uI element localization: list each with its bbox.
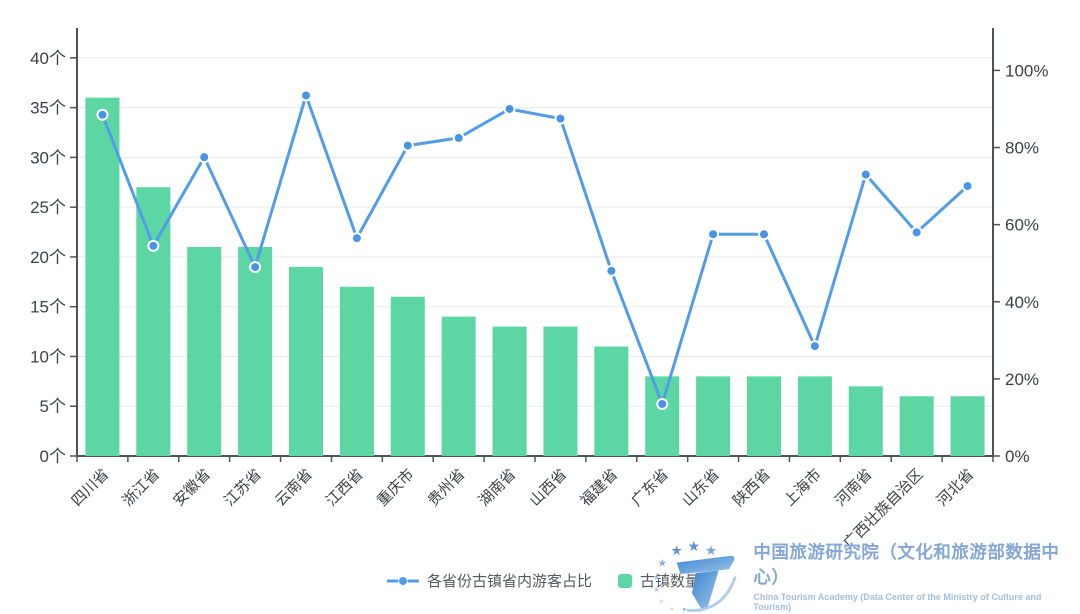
left-axis-label: 20个 <box>30 248 66 267</box>
dashed-line-dot-icon <box>386 576 419 585</box>
point-上海市[interactable] <box>808 340 821 353</box>
bar-安徽省[interactable] <box>187 246 222 456</box>
left-axis-label: 25个 <box>30 198 66 217</box>
line-series <box>100 93 970 406</box>
left-axis-label: 35个 <box>30 99 66 118</box>
china-tourism-academy-logo: ★ ★ ★ ★ ★ ★ ★ ★ <box>653 539 737 613</box>
x-axis-label: 贵州省 <box>425 466 469 510</box>
point-浙江省[interactable] <box>147 239 160 252</box>
bar-广东省[interactable] <box>645 376 680 456</box>
bar-广西壮族自治区[interactable] <box>899 396 934 456</box>
point-广东省[interactable] <box>656 397 669 410</box>
point-河南省[interactable] <box>859 168 872 181</box>
bar-河南省[interactable] <box>848 386 883 456</box>
x-axis-label: 山东省 <box>679 466 723 510</box>
left-axis-label: 30个 <box>30 148 66 167</box>
x-axis-label: 江苏省 <box>221 466 265 510</box>
x-axis-label: 广东省 <box>628 466 672 510</box>
point-广西壮族自治区[interactable] <box>910 226 923 239</box>
right-axis-label: 100% <box>1005 61 1048 80</box>
point-重庆市[interactable] <box>401 139 414 152</box>
bar-陕西省[interactable] <box>747 376 781 456</box>
svg-text:★: ★ <box>671 543 683 558</box>
bar-重庆市[interactable] <box>390 296 425 456</box>
bar-河北省[interactable] <box>950 396 985 456</box>
brand-title: 中国旅游研究院（文化和旅游部数据中心） <box>753 541 1060 587</box>
x-axis-label: 江西省 <box>323 466 367 510</box>
bar-云南省[interactable] <box>289 266 323 456</box>
bar-山西省[interactable] <box>543 326 578 456</box>
combo-chart-canvas: 0个 5个 10个 15个 20个 25个 30个 35个 40个 0% 20% 40% 60% 80% 1… <box>30 28 1048 552</box>
svg-text:★: ★ <box>658 599 664 606</box>
point-山西省[interactable] <box>554 112 567 125</box>
x-axis-label: 湖南省 <box>476 466 520 510</box>
svg-text:★: ★ <box>658 557 667 569</box>
legend-item-line-series[interactable]: 各省份古镇省内游客占比 <box>386 570 592 591</box>
bar-江西省[interactable] <box>339 286 374 456</box>
right-axis-label: 40% <box>1005 293 1039 312</box>
legend-line-label: 各省份古镇省内游客占比 <box>426 573 592 590</box>
right-axis-label: 80% <box>1005 139 1039 158</box>
bar-浙江省[interactable] <box>136 187 171 457</box>
point-贵州省[interactable] <box>452 131 465 144</box>
left-axis-label: 15个 <box>30 298 66 317</box>
bar-贵州省[interactable] <box>441 316 476 456</box>
bar-江苏省[interactable] <box>238 246 273 456</box>
x-axis-label: 浙江省 <box>119 466 163 510</box>
svg-text:★: ★ <box>705 543 717 558</box>
x-axis-label: 安徽省 <box>170 466 214 510</box>
point-河北省[interactable] <box>961 180 974 193</box>
legend-item-bar-series[interactable]: 古镇数量 <box>617 570 700 591</box>
point-湖南省[interactable] <box>503 102 516 115</box>
brand-subtitle: China Tourism Academy (Data Center of th… <box>753 591 1042 612</box>
point-安徽省[interactable] <box>198 151 211 164</box>
x-axis-label: 陕西省 <box>730 466 774 510</box>
bar-四川省[interactable] <box>85 97 120 457</box>
x-axis-label: 云南省 <box>272 466 316 510</box>
legend-bar-label: 古镇数量 <box>639 573 700 590</box>
svg-text:★: ★ <box>687 539 700 555</box>
x-axis-label: 四川省 <box>68 466 112 510</box>
legend: 各省份古镇省内游客占比 古镇数量 <box>0 570 700 591</box>
left-axis-label: 0个 <box>40 447 66 466</box>
point-福建省[interactable] <box>605 264 618 277</box>
point-山东省[interactable] <box>707 228 720 241</box>
x-axis-label: 河南省 <box>832 466 876 510</box>
x-axis-label: 上海市 <box>781 466 825 510</box>
right-axis-label: 20% <box>1005 370 1039 389</box>
right-axis-label: 0% <box>1005 447 1030 466</box>
bar-福建省[interactable] <box>594 346 629 456</box>
point-四川省[interactable] <box>96 108 109 121</box>
green-square-icon <box>617 573 632 588</box>
point-江西省[interactable] <box>350 232 363 245</box>
bar-湖南省[interactable] <box>492 326 527 456</box>
point-陕西省[interactable] <box>758 228 770 241</box>
point-云南省[interactable] <box>300 89 312 102</box>
bar-上海市[interactable] <box>797 376 832 456</box>
x-axis-label: 山西省 <box>526 466 570 510</box>
left-axis-label: 40个 <box>30 49 66 68</box>
x-axis-label: 福建省 <box>577 466 621 510</box>
x-axis-label: 重庆市 <box>374 466 418 510</box>
bar-山东省[interactable] <box>696 376 731 456</box>
left-axis-label: 10个 <box>30 347 66 366</box>
svg-text:★: ★ <box>669 605 674 612</box>
svg-text:★: ★ <box>653 585 660 594</box>
right-axis-label: 60% <box>1005 216 1039 235</box>
left-axis-label: 5个 <box>40 397 66 416</box>
branding: ★ ★ ★ ★ ★ ★ ★ ★ 中国旅游研究院（文化和旅游部数据中心） Chin… <box>648 536 1080 614</box>
x-axis-label: 河北省 <box>934 466 978 510</box>
svg-text:★: ★ <box>653 572 661 582</box>
point-江苏省[interactable] <box>249 261 262 274</box>
